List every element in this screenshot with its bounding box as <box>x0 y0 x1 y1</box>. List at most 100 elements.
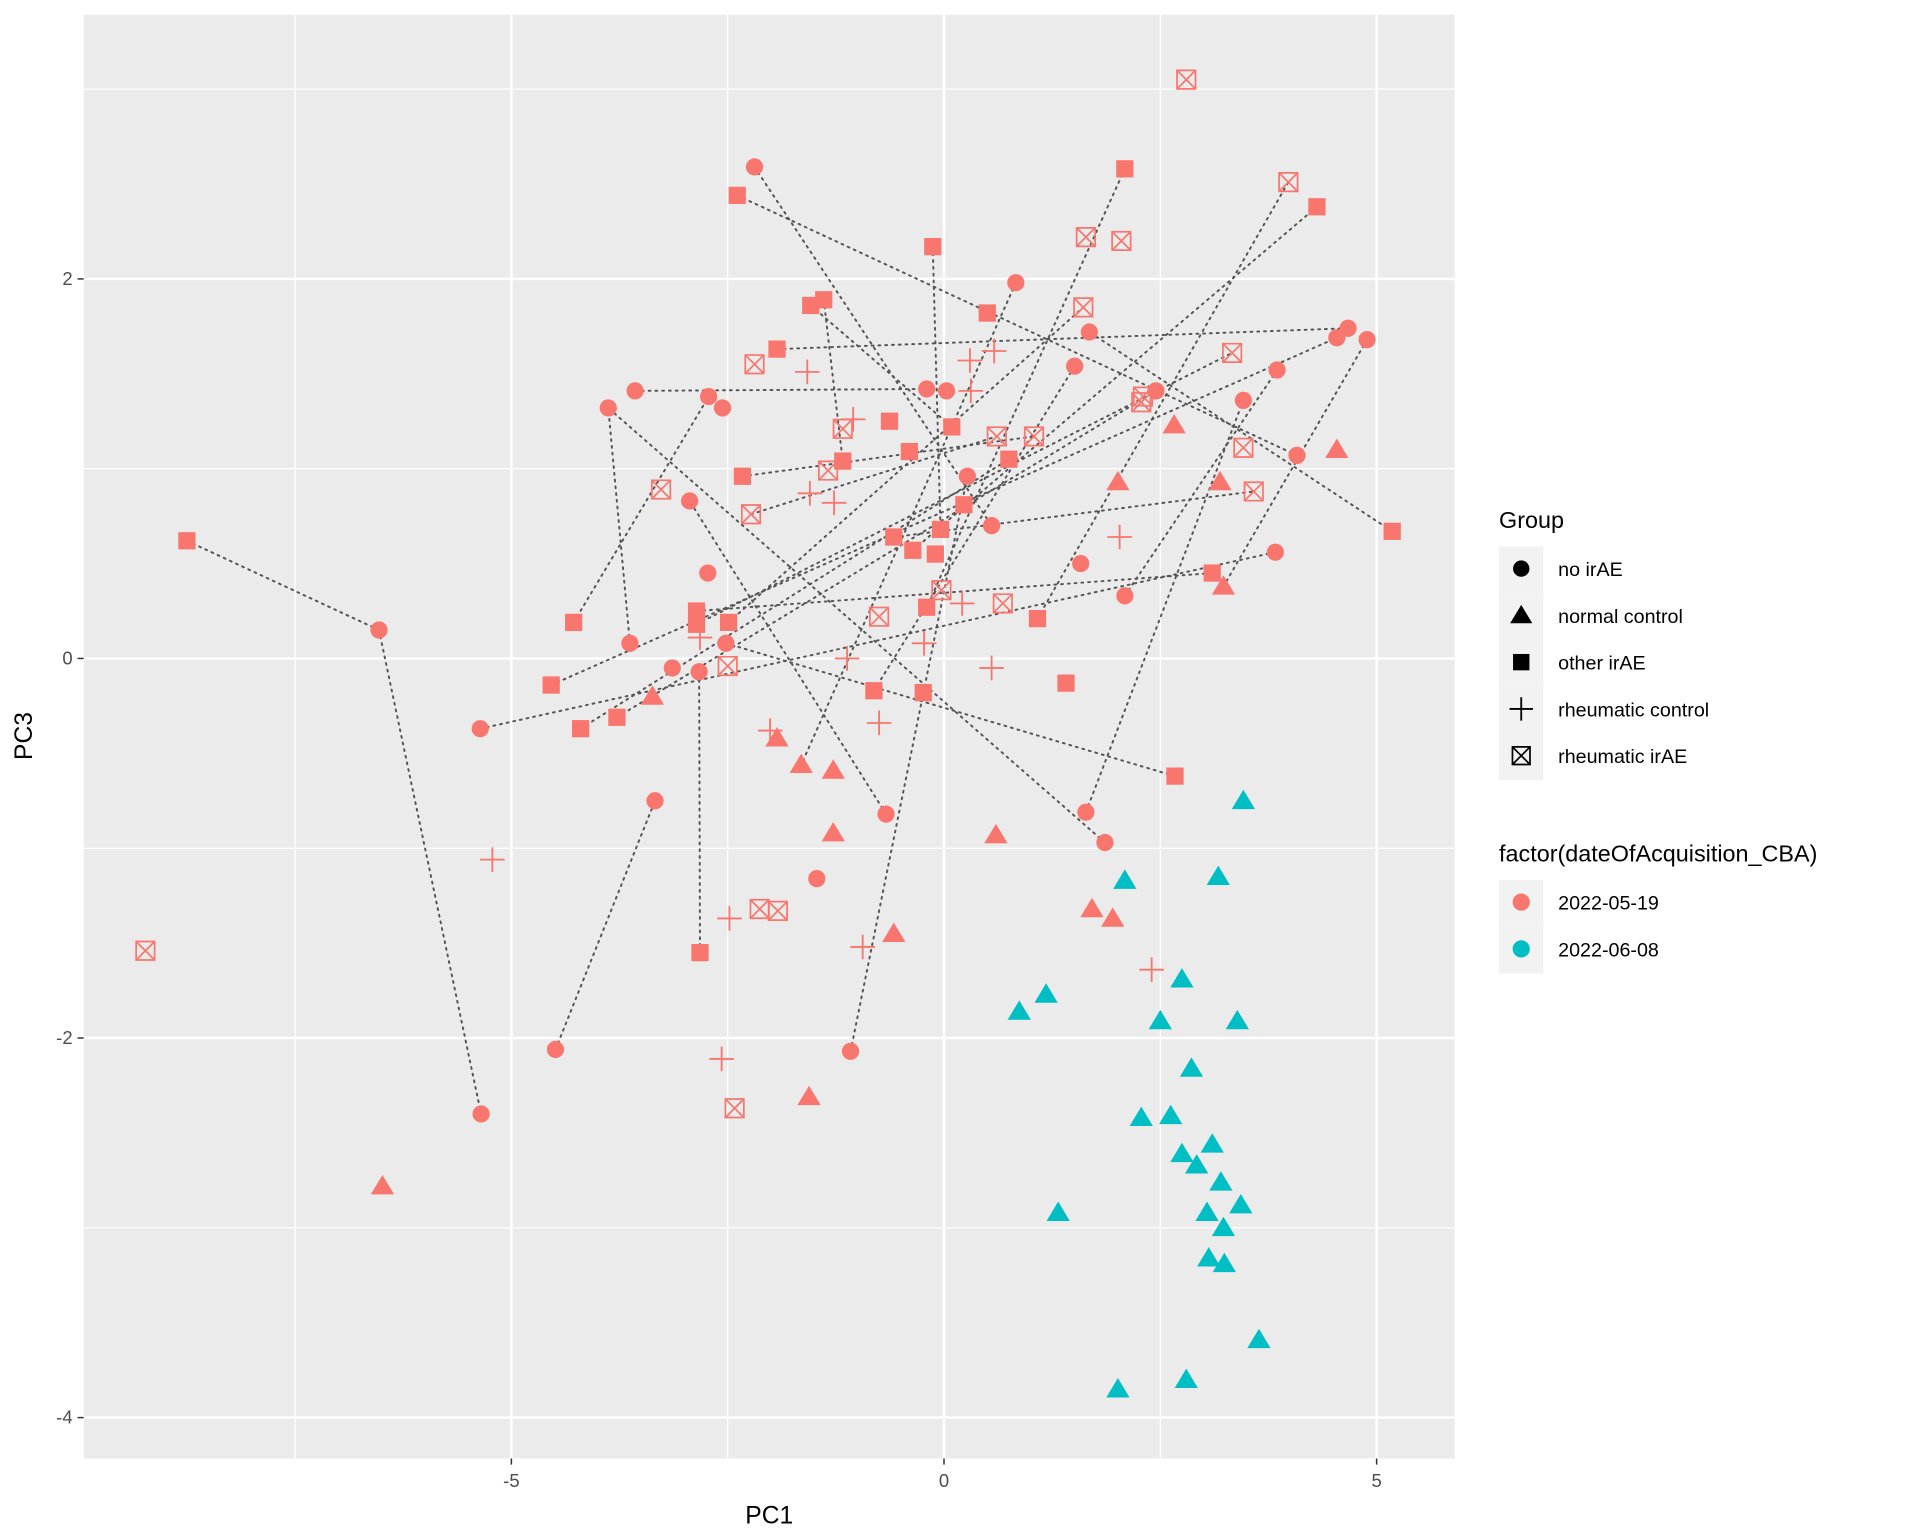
legend-key-plus <box>1509 697 1533 721</box>
data-point-circle <box>808 869 826 888</box>
legend-label: 2022-05-19 <box>1558 893 1659 915</box>
legend-key-square <box>1513 653 1530 671</box>
data-points <box>135 69 1401 1398</box>
data-point-circle <box>599 399 617 417</box>
data-point-boxx <box>1176 69 1197 90</box>
y-tick-label: -2 <box>56 1027 72 1048</box>
data-point-triangle <box>640 685 665 705</box>
data-point-boxx <box>135 940 156 961</box>
data-point-triangle <box>821 759 845 779</box>
data-point-square <box>924 238 942 256</box>
data-point-plus <box>821 490 847 516</box>
data-point-circle <box>1288 446 1306 465</box>
connection-line <box>554 799 656 1051</box>
data-point-triangle <box>1162 413 1186 434</box>
data-point-plus <box>850 934 875 960</box>
connection-line <box>607 406 1106 844</box>
data-point-boxx <box>717 655 738 677</box>
data-point-plus <box>834 646 860 671</box>
data-point-circle <box>1066 357 1084 375</box>
connection-line <box>931 245 942 531</box>
data-point-plus <box>794 359 820 385</box>
data-point-plus <box>979 655 1004 681</box>
data-point-plus <box>687 625 713 650</box>
data-point-triangle <box>1247 1328 1271 1349</box>
data-point-circle <box>1358 331 1376 349</box>
data-point-plus <box>981 338 1007 364</box>
data-point-circle <box>1077 803 1095 821</box>
data-point-boxx <box>869 606 890 627</box>
data-point-plus <box>717 906 742 931</box>
connection-line <box>727 306 1085 624</box>
data-point-triangle <box>1195 1201 1219 1221</box>
connection-lines <box>185 165 1394 1115</box>
data-point-triangle <box>1211 1216 1236 1237</box>
data-point-square <box>834 452 852 470</box>
data-point-square <box>978 304 996 322</box>
data-point-triangle <box>1106 470 1130 491</box>
data-point-circle <box>646 792 664 810</box>
data-point-triangle <box>1129 1106 1153 1127</box>
data-point-square <box>914 684 932 702</box>
data-point-triangle <box>1231 789 1256 810</box>
data-point-square <box>733 467 752 485</box>
data-point-square <box>865 682 883 700</box>
data-point-triangle <box>1080 897 1104 918</box>
data-point-circle <box>1268 361 1286 379</box>
legend-title: factor(dateOfAcquisition_CBA) <box>1499 841 1817 867</box>
y-axis-title: PC3 <box>11 712 38 760</box>
data-point-square <box>943 418 961 436</box>
connection-line <box>695 572 1214 613</box>
data-point-circle <box>471 720 489 738</box>
data-point-triangle <box>1197 1247 1221 1267</box>
data-point-plus <box>911 630 937 656</box>
data-point-triangle <box>984 823 1008 844</box>
data-point-circle <box>841 1042 860 1060</box>
data-point-triangle <box>370 1174 395 1195</box>
data-point-square <box>542 676 560 694</box>
x-tick-label: 0 <box>939 1470 949 1491</box>
legend-key-color <box>1512 940 1530 958</box>
data-point-circle <box>982 516 1001 535</box>
data-point-boxx <box>832 418 853 439</box>
data-point-circle <box>1339 319 1357 337</box>
data-point-boxx <box>1023 426 1045 447</box>
data-point-triangle <box>1101 907 1125 927</box>
data-point-triangle <box>1148 1009 1172 1030</box>
data-point-square <box>687 615 706 633</box>
data-point-triangle <box>1007 1000 1031 1020</box>
data-point-boxx <box>740 504 762 525</box>
connection-line <box>911 205 1318 552</box>
data-point-square <box>728 186 746 205</box>
data-point-triangle <box>1200 1133 1224 1153</box>
data-point-plus <box>958 378 984 404</box>
data-point-circle <box>1072 554 1090 573</box>
legend-label: no irAE <box>1558 559 1623 581</box>
connection-line <box>378 629 483 1115</box>
data-point-square <box>885 528 903 546</box>
data-point-circle <box>717 634 735 652</box>
data-point-circle <box>1096 833 1114 852</box>
data-point-square <box>1203 564 1221 582</box>
data-point-boxx <box>931 580 952 601</box>
data-point-circle <box>621 634 639 652</box>
data-point-square <box>931 520 950 539</box>
legend: Group no irAE normal control other irAE rheu… <box>1499 507 1817 974</box>
data-point-square <box>1308 198 1326 216</box>
data-point-triangle <box>1159 1104 1183 1125</box>
data-point-square <box>802 296 820 315</box>
data-point-square <box>608 708 626 726</box>
legend-key-color <box>1512 893 1530 911</box>
connection-line <box>695 351 1234 626</box>
connection-line <box>800 281 1017 766</box>
connection-line <box>925 167 1126 609</box>
connection-line <box>185 539 380 631</box>
data-point-square <box>1000 450 1018 468</box>
data-point-square <box>815 291 833 309</box>
data-point-square <box>904 541 922 559</box>
data-point-circle <box>626 382 644 400</box>
connection-line <box>849 475 969 1053</box>
legend-title: Group <box>1499 507 1564 533</box>
data-point-circle <box>700 387 718 406</box>
data-point-boxx <box>1233 437 1254 458</box>
